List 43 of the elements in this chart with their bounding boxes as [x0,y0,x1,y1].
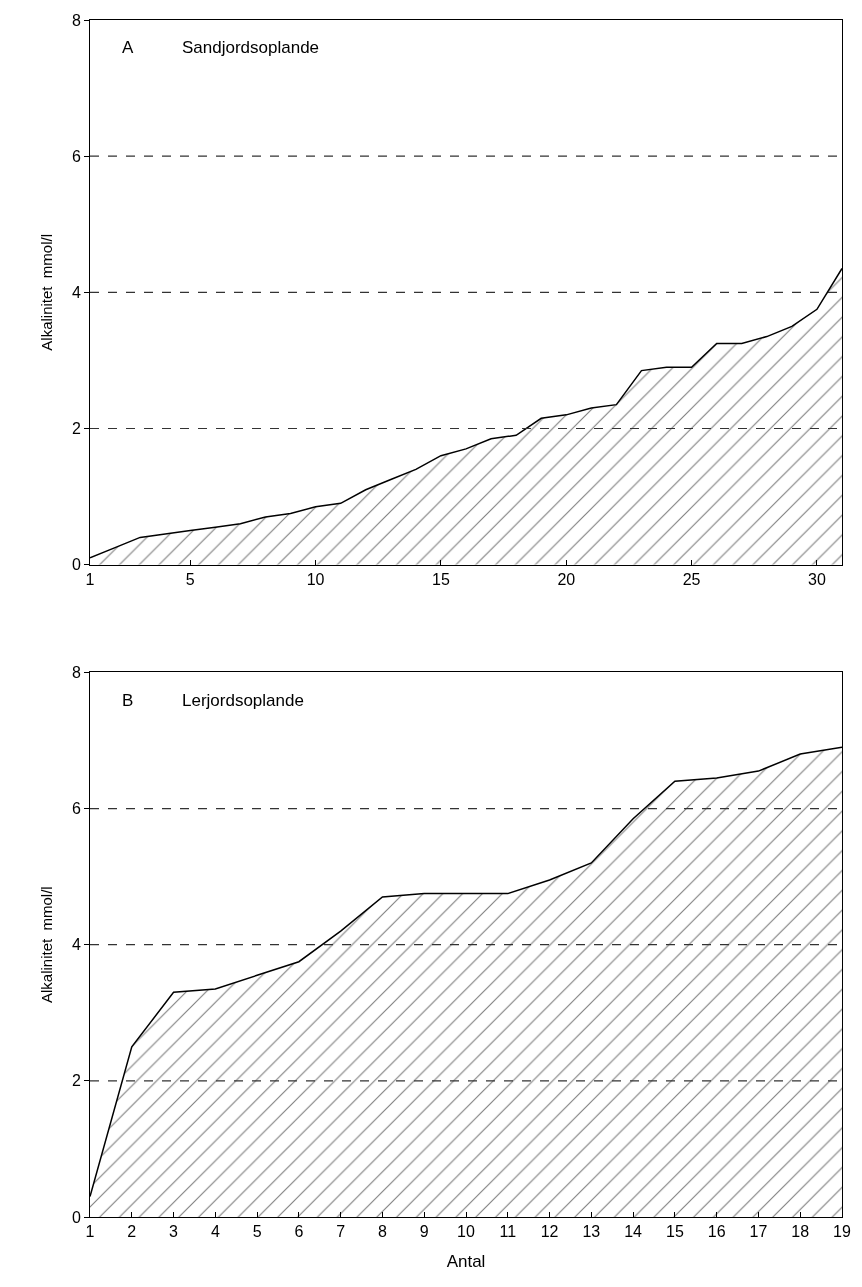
x-tick-label: 17 [749,1223,768,1241]
x-tick-label: 11 [499,1223,517,1241]
x-tick-label: 1 [85,1223,95,1241]
x-tick-label: 10 [306,570,325,588]
y-tick-label: 0 [71,556,81,574]
y-tick-label: 4 [71,283,81,301]
x-tick-label: 5 [185,570,195,588]
y-axis-title: Alkalinitet mmol/l [38,886,56,1004]
annotation: A [122,38,134,57]
x-tick-label: 14 [624,1223,643,1241]
x-tick-label: 5 [252,1223,262,1241]
y-tick-label: 8 [71,663,81,681]
y-tick-label: 2 [71,420,81,438]
x-tick-label: 30 [808,570,826,588]
annotation: B [122,691,134,710]
x-axis-title: Antal [446,1251,486,1271]
x-tick-label: 3 [169,1223,179,1241]
annotation: Lerjordsoplande [182,691,304,710]
x-tick-label: 4 [210,1223,220,1241]
x-tick-label: 19 [833,1223,851,1241]
y-tick-label: 8 [71,11,81,29]
x-tick-label: 13 [582,1223,601,1241]
x-tick-label: 2 [127,1223,137,1241]
x-tick-label: 1 [85,570,95,588]
annotation: Sandjordsoplande [182,38,320,57]
x-tick-label: 12 [540,1223,559,1241]
y-tick-label: 6 [71,800,81,818]
y-tick-label: 2 [71,1072,81,1090]
x-tick-label: 15 [665,1223,684,1241]
x-tick-label: 20 [557,570,576,588]
y-tick-label: 6 [71,147,81,165]
x-tick-label: 10 [457,1223,475,1241]
x-tick-label: 16 [707,1223,726,1241]
x-tick-label: 6 [294,1223,304,1241]
y-axis-title: Alkalinitet mmol/l [38,233,56,351]
x-tick-label: 8 [377,1223,387,1241]
y-tick-label: 0 [71,1208,81,1226]
y-tick-label: 4 [71,936,81,954]
x-tick-label: 18 [791,1223,810,1241]
x-tick-label: 9 [419,1223,429,1241]
x-tick-label: 15 [432,570,450,588]
x-tick-label: 7 [336,1223,346,1241]
x-tick-label: 25 [682,570,701,588]
